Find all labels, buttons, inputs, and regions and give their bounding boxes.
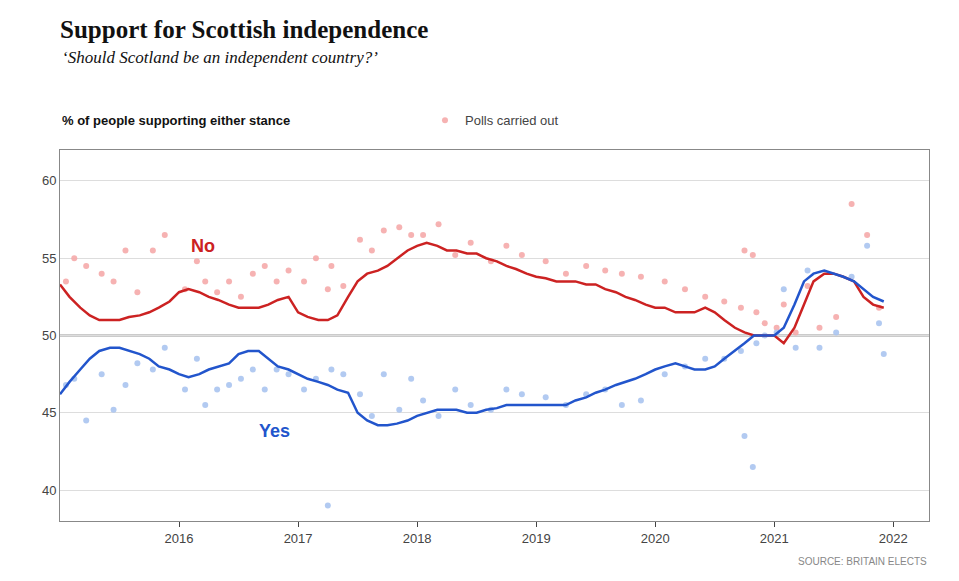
svg-text:2021: 2021 [760,531,789,546]
svg-text:No: No [191,236,215,256]
svg-text:% of people supporting either: % of people supporting either stance [62,113,290,128]
svg-text:2019: 2019 [522,531,551,546]
svg-text:40: 40 [42,483,56,498]
svg-text:2018: 2018 [403,531,432,546]
svg-text:SOURCE: BRITAIN ELECTS: SOURCE: BRITAIN ELECTS [798,556,927,567]
svg-text:45: 45 [42,405,56,420]
svg-text:2016: 2016 [165,531,194,546]
svg-text:2022: 2022 [879,531,908,546]
svg-text:Support for Scottish independe: Support for Scottish independence [60,16,428,43]
svg-text:2017: 2017 [284,531,313,546]
svg-text:‘Should Scotland be an indepen: ‘Should Scotland be an independent count… [62,48,378,67]
svg-text:55: 55 [42,251,56,266]
svg-text:2020: 2020 [641,531,670,546]
svg-text:60: 60 [42,173,56,188]
svg-text:Polls carried out: Polls carried out [465,113,559,128]
svg-text:50: 50 [42,328,56,343]
svg-text:Yes: Yes [259,421,290,441]
